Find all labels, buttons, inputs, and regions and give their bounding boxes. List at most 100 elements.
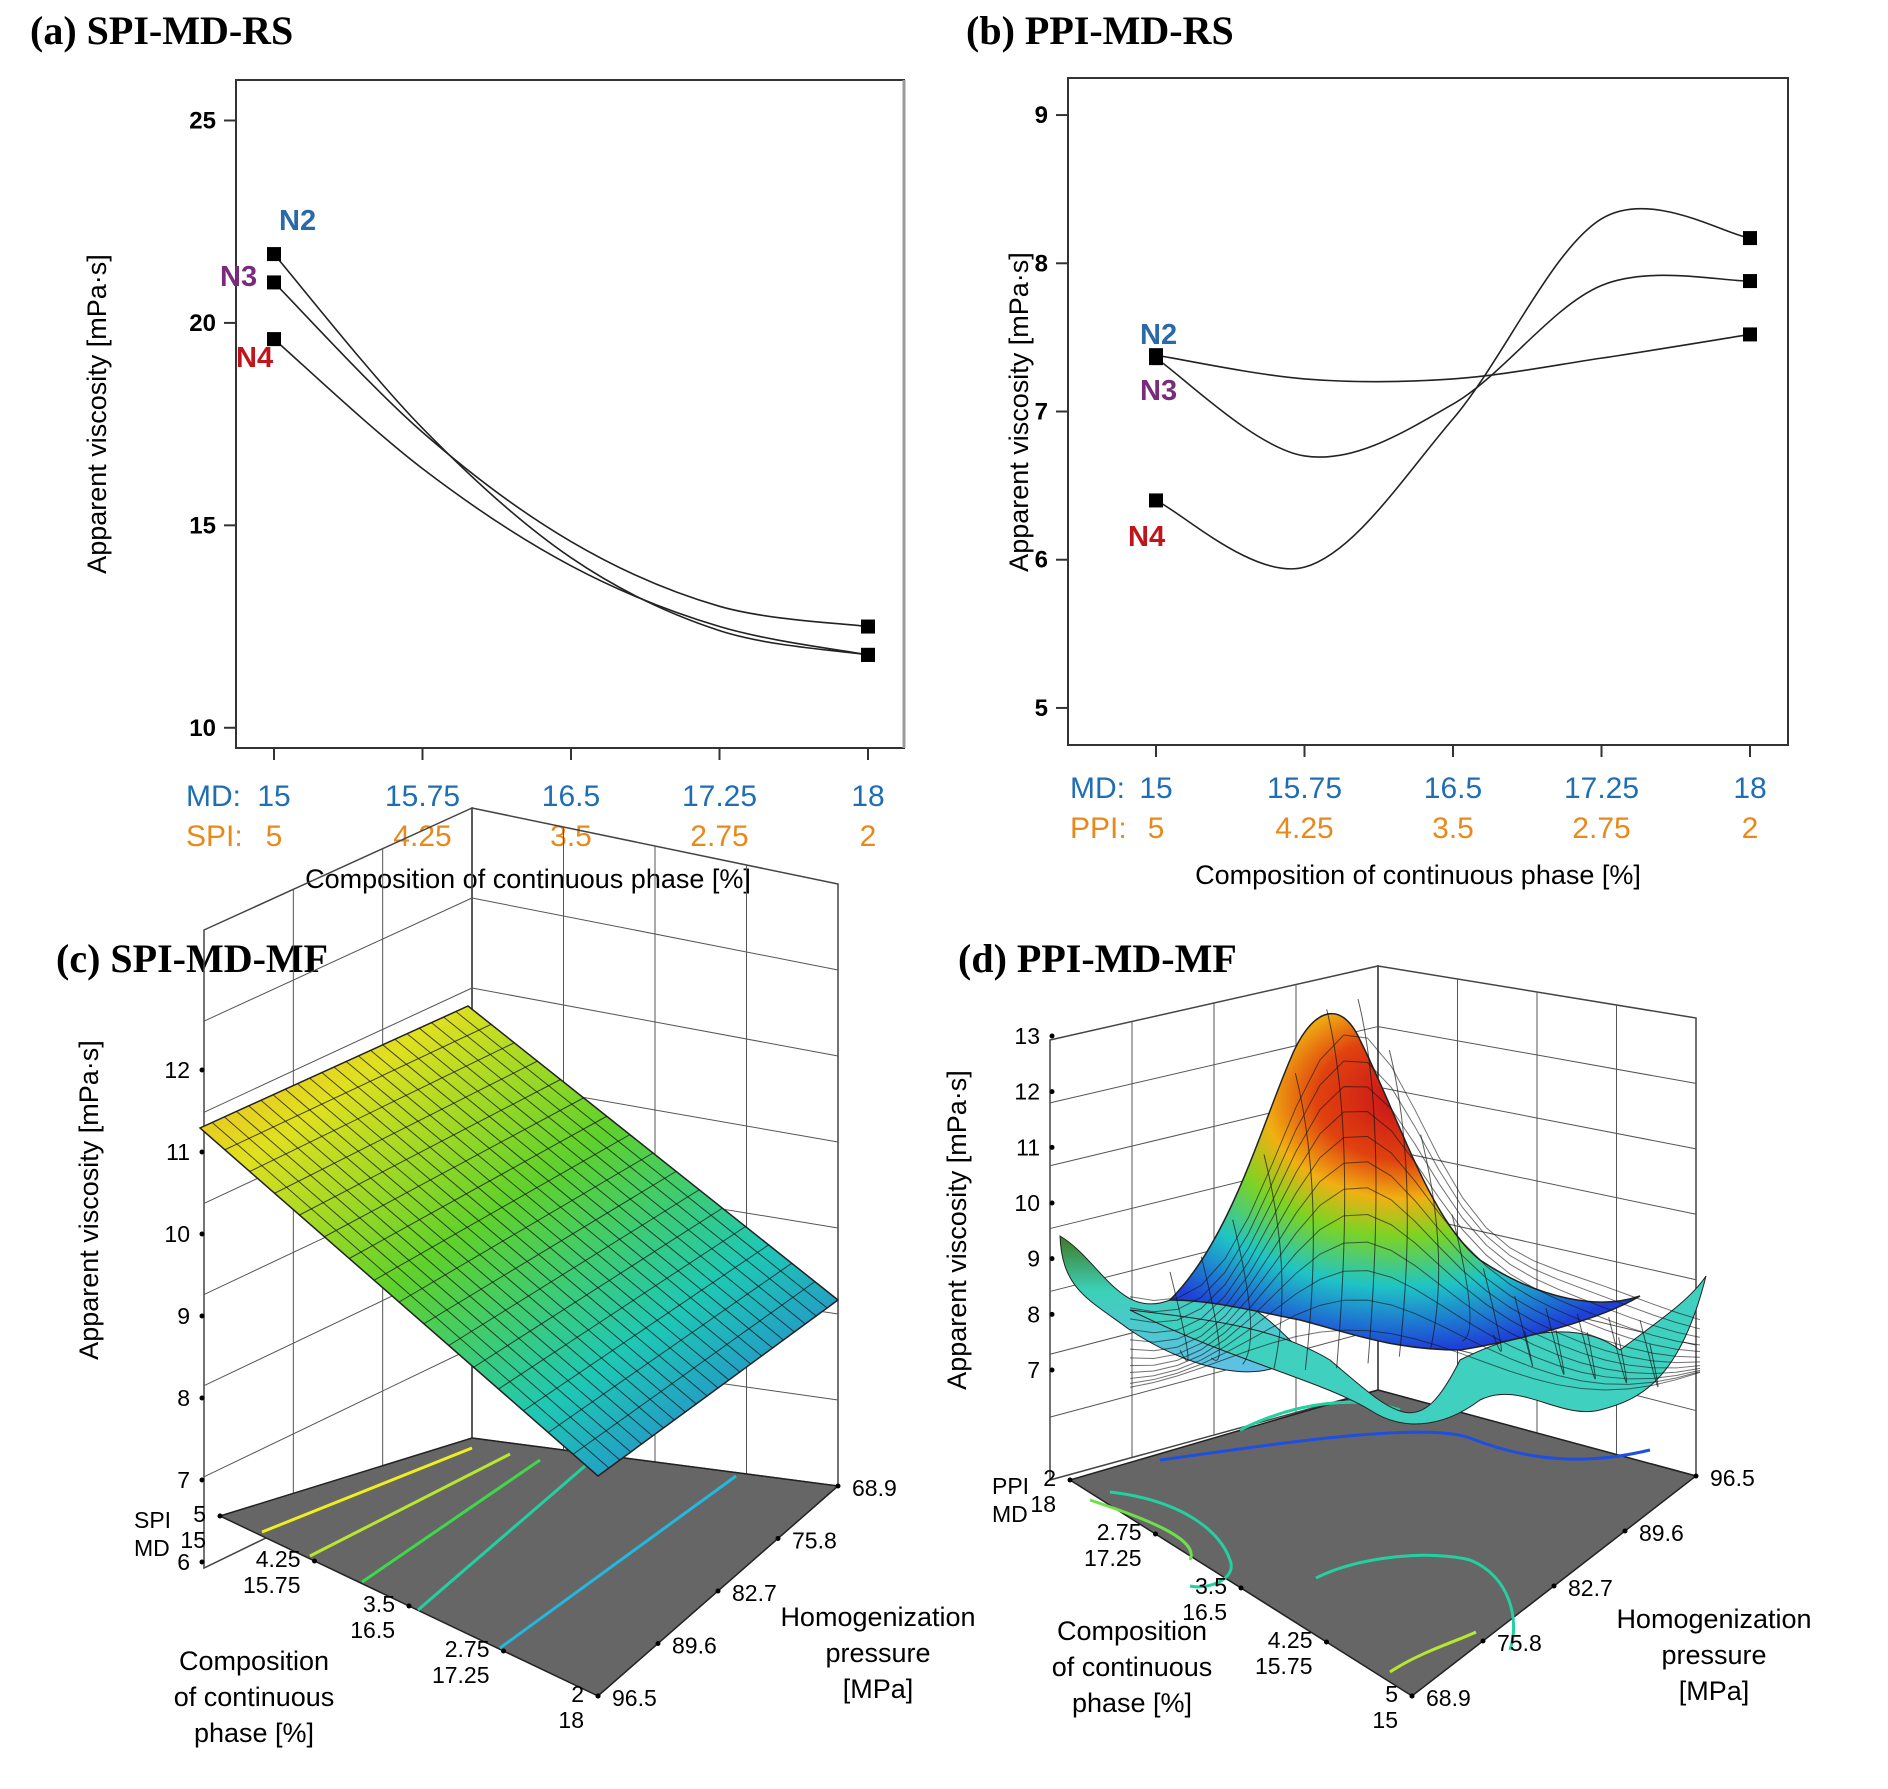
x-tick-label-md: 17.25: [1564, 772, 1639, 805]
surface-mesh-line: [498, 1226, 746, 1390]
z-tick-label: 7: [177, 1467, 190, 1493]
surface-mesh-line: [1545, 1308, 1565, 1375]
axis-tick-mark: [1480, 1638, 1486, 1644]
panel-b-curves: [1155, 207, 1751, 570]
panel-d-pressure-label-1: Homogenization: [1616, 1604, 1811, 1634]
axis-tick-mark: [1551, 1583, 1557, 1589]
panel-a-xlabel: Composition of continuous phase [%]: [305, 864, 751, 894]
z-tick-mark: [1049, 1367, 1055, 1373]
panel-c-comp-label-1: Composition: [179, 1646, 329, 1676]
surface-mesh-line: [1263, 1154, 1283, 1369]
z-tick-mark: [199, 1067, 205, 1073]
panel-d-comp-label-3: phase [%]: [1072, 1688, 1192, 1718]
x-tick-label-md: 18: [851, 780, 884, 813]
panel-c-pressure-label-3: [MPa]: [843, 1674, 914, 1704]
axis-tick-label: 75.8: [792, 1528, 837, 1554]
x-tick-label-protein: 2: [860, 820, 877, 853]
point-n3: [1149, 351, 1163, 366]
z-tick-mark: [1049, 1144, 1055, 1150]
panel-d: (d) PPI-MD-MF 7 8 9 10 11 12 13 Apparent visco…: [942, 936, 1812, 1733]
axis-tick-label-secondary: 15: [180, 1527, 206, 1553]
panel-d-contour-1: [1159, 1430, 1651, 1462]
surface-mesh-line: [572, 1281, 816, 1455]
point-n3: [861, 619, 875, 634]
axis-tick-mark: [312, 1558, 317, 1564]
x-tick-label-md: 15: [257, 780, 290, 813]
surface-mesh-line: [1129, 1270, 1701, 1380]
y-tick-label: 10: [189, 715, 216, 742]
surface-mesh-line: [523, 1244, 769, 1412]
x-tick-label-protein: 3.5: [1432, 812, 1474, 845]
panel-b-ylabel: Apparent viscosity [mPa·s]: [1004, 252, 1034, 572]
curve-n4: [273, 338, 869, 656]
surface-mesh-line: [398, 1152, 654, 1303]
x-tick-label-protein: 5: [1148, 812, 1165, 845]
axis-tick-label: 5: [1385, 1681, 1398, 1707]
panel-c-floor-contours: [261, 1446, 737, 1650]
panel-b-plot-frame: [1067, 77, 1789, 746]
x-tick-label-protein: 2: [1742, 812, 1759, 845]
surface-mesh-line: [1129, 1241, 1701, 1375]
axis-tick-label: 96.5: [612, 1685, 657, 1711]
z-tick-mark: [1049, 1033, 1055, 1039]
wall-grid-line: [203, 897, 473, 1022]
surface-mesh-line: [1576, 1313, 1596, 1380]
panel-a-label-n4: N4: [236, 342, 273, 374]
z-tick-mark: [1049, 1311, 1055, 1317]
panel-b-label-n3: N3: [1140, 375, 1177, 407]
z-tick-label: 12: [1014, 1079, 1040, 1105]
y-tick-label: 6: [1035, 547, 1048, 574]
surface-mesh-line: [1129, 1161, 1701, 1358]
z-tick-mark: [199, 1149, 205, 1155]
x-tick-label-md: 18: [1733, 772, 1766, 805]
surface-mesh-line: [1129, 1034, 1701, 1321]
z-tick-mark: [1049, 1089, 1055, 1095]
point-n2: [1743, 327, 1757, 342]
surface-mesh-line: [1129, 1187, 1701, 1364]
surface-mesh-line: [324, 1097, 584, 1238]
axis-tick-label: 89.6: [1639, 1520, 1684, 1546]
surface-mesh-line: [274, 1060, 538, 1194]
panel-d-contour-4: [1315, 1553, 1516, 1651]
panel-a-curves: [273, 253, 869, 656]
curve-n3: [273, 281, 869, 628]
axis-tick-mark: [775, 1536, 781, 1541]
axis-tick-label: 82.7: [1568, 1575, 1613, 1601]
surface-mesh-line: [224, 1023, 492, 1151]
z-tick-mark: [199, 1559, 205, 1565]
surface-mesh-line: [1129, 1060, 1701, 1330]
point-n3: [1743, 274, 1757, 289]
panel-d-contour-5: [1389, 1630, 1477, 1674]
wall-grid-line: [1377, 1086, 1697, 1150]
panel-a-y-ticks: 10 15 20 25: [189, 107, 236, 742]
panel-d-title: (d) PPI-MD-MF: [958, 936, 1237, 981]
panel-a-x-ticks: [273, 748, 869, 760]
panel-c-contour-5: [499, 1474, 737, 1650]
axis-tick-label: 2.75: [1097, 1519, 1142, 1545]
panel-c-surface-mesh: [211, 1011, 828, 1469]
z-tick-label: 11: [166, 1139, 190, 1165]
axis-tick-mark: [1238, 1585, 1244, 1591]
panel-b-title: (b) PPI-MD-RS: [966, 8, 1234, 53]
x-tick-label-protein: 5: [266, 820, 283, 853]
panel-c-pressure-ticks: 68.9 75.8 82.7 89.6 96.5: [595, 1475, 897, 1711]
surface-mesh-line: [299, 1079, 561, 1216]
panel-c-surface: [198, 1005, 840, 1477]
axis-tick-mark: [406, 1603, 412, 1609]
surface-mesh-line: [1129, 1299, 1701, 1385]
x-tick-label-md: 16.5: [542, 780, 600, 813]
panel-b-label-n4: N4: [1128, 521, 1165, 553]
y-tick-label: 20: [189, 310, 216, 337]
surface-mesh-line: [1232, 1219, 1252, 1365]
axis-tick-mark: [1622, 1528, 1628, 1534]
panel-d-contour-3: [1109, 1490, 1233, 1589]
panel-c-contour-1: [261, 1446, 473, 1534]
curve-n4: [1155, 207, 1751, 570]
axis-tick-mark: [501, 1648, 506, 1654]
surface-mesh-line: [1129, 1214, 1701, 1369]
point-n4: [861, 647, 875, 662]
panel-b: (b) PPI-MD-RS 5 6 7 8 9 Apparent viscosity […: [966, 8, 1789, 890]
z-tick-mark: [199, 1477, 205, 1483]
panel-c-comp-header-top: SPI: [134, 1507, 171, 1533]
